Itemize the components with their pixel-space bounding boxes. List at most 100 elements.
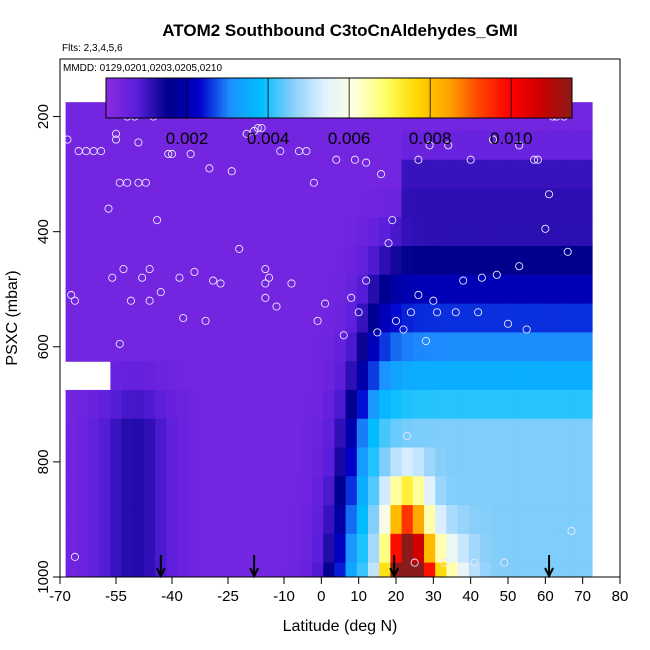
colorbar-segment <box>158 78 162 118</box>
heatmap-cell <box>200 447 212 477</box>
observation-point <box>309 178 318 187</box>
observation-point <box>261 265 270 274</box>
y-tick-label: 200 <box>35 104 52 129</box>
colorbar-segment <box>190 78 194 118</box>
colorbar-segment <box>251 78 256 118</box>
colorbar-segment <box>417 78 422 118</box>
heatmap-cell <box>278 332 291 362</box>
flight-arrow-head <box>544 567 554 579</box>
heatmap-cell <box>144 533 156 564</box>
heatmap-cell <box>144 159 156 190</box>
heatmap-cell <box>569 562 582 577</box>
heatmap-cell <box>211 274 223 305</box>
heatmap-cell <box>524 533 537 564</box>
heatmap-cell <box>345 476 358 506</box>
heatmap-cell <box>312 303 324 333</box>
heatmap-cell <box>513 217 526 247</box>
colorbar-segment <box>263 78 267 118</box>
heatmap-cell <box>368 533 380 564</box>
heatmap-cell <box>65 188 78 218</box>
x-tick-label: 50 <box>500 588 517 605</box>
heatmap-cell <box>233 562 246 577</box>
heatmap-cell <box>401 217 414 247</box>
heatmap-cell <box>390 562 403 577</box>
heatmap-cell <box>278 533 291 564</box>
heatmap-cell <box>558 130 571 161</box>
colorbar-segment <box>464 78 468 118</box>
heatmap-cell <box>166 246 179 276</box>
heatmap-cell <box>547 130 559 161</box>
heatmap-cell <box>132 447 145 477</box>
heatmap-cell <box>513 389 526 420</box>
heatmap-cell <box>278 217 291 247</box>
colorbar-segment <box>531 78 535 118</box>
heatmap-cell <box>368 159 380 190</box>
heatmap-cell <box>121 130 134 161</box>
heatmap-cell <box>289 159 302 190</box>
heatmap-cell <box>177 217 190 247</box>
heatmap-cell <box>233 361 246 391</box>
observation-point <box>410 558 419 567</box>
heatmap-cell <box>424 361 436 391</box>
heatmap-cell <box>424 332 436 362</box>
heatmap-cell <box>132 188 145 218</box>
heatmap-cell <box>244 130 257 161</box>
heatmap-cell <box>480 188 492 218</box>
heatmap-cell <box>188 447 201 477</box>
colorbar-tick-label: 0.008 <box>409 129 452 148</box>
heatmap-cell <box>569 303 582 333</box>
heatmap-cell <box>368 246 380 276</box>
colorbar-segment <box>539 78 544 118</box>
colorbar-segment <box>170 78 174 118</box>
heatmap-cell <box>368 361 380 391</box>
heatmap-cell <box>569 188 582 218</box>
heatmap-cell <box>256 274 268 305</box>
heatmap-cell <box>491 303 503 333</box>
heatmap-cell <box>345 505 358 535</box>
heatmap-cell <box>390 533 403 564</box>
heatmap-cell <box>368 389 380 420</box>
colorbar-segment <box>411 78 416 118</box>
heatmap-cell <box>446 188 459 218</box>
colorbar-segment <box>277 78 282 118</box>
heatmap-cell <box>390 303 403 333</box>
heatmap-cell <box>390 361 403 391</box>
heatmap-cell <box>435 217 447 247</box>
colorbar-segment <box>557 78 561 118</box>
heatmap-cell <box>558 274 571 305</box>
heatmap-cell <box>132 361 145 391</box>
heatmap-cell <box>312 389 324 420</box>
heatmap-cell <box>334 505 347 535</box>
heatmap-cell <box>155 505 167 535</box>
heatmap-cell <box>166 505 179 535</box>
heatmap-cell <box>211 476 223 506</box>
observation-point <box>477 273 486 282</box>
colorbar-segment <box>400 78 404 118</box>
heatmap-cell <box>334 159 347 190</box>
heatmap-cell <box>547 533 559 564</box>
heatmap-cell <box>99 389 111 420</box>
observation-point <box>302 147 311 156</box>
heatmap-cell <box>558 562 571 577</box>
heatmap-cell <box>155 361 167 391</box>
heatmap-cell <box>379 361 391 391</box>
heatmap-cell <box>256 332 268 362</box>
heatmap-cell <box>177 418 190 449</box>
heatmap-cell <box>379 246 391 276</box>
colorbar-segment <box>443 78 448 118</box>
heatmap-cell <box>524 332 537 362</box>
heatmap-cell <box>580 274 593 305</box>
heatmap-cell <box>502 303 515 333</box>
heatmap-cell <box>524 303 537 333</box>
colorbar-segment <box>280 78 285 118</box>
colorbar-segment <box>304 78 308 118</box>
heatmap-cell <box>155 533 167 564</box>
heatmap-cell <box>412 332 425 362</box>
heatmap-cell <box>188 188 201 218</box>
observation-point <box>138 273 147 282</box>
heatmap-cell <box>457 505 470 535</box>
observation-point <box>466 155 475 164</box>
heatmap-cell <box>278 159 291 190</box>
heatmap-cell <box>401 361 414 391</box>
heatmap-cell <box>513 505 526 535</box>
